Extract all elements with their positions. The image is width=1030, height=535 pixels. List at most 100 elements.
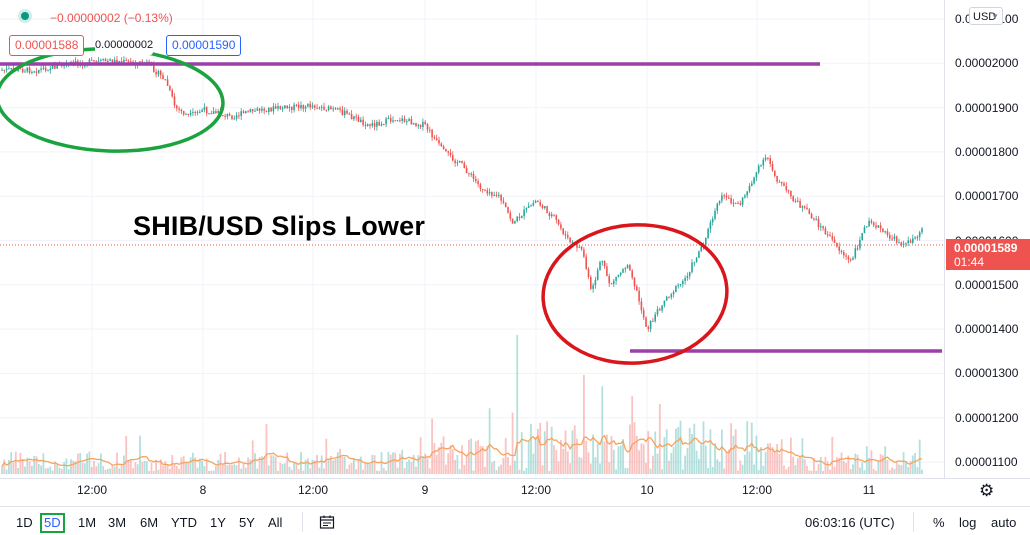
candle-body xyxy=(767,157,769,159)
volume-bar xyxy=(415,466,417,474)
candle-body xyxy=(339,108,341,110)
candle-body xyxy=(185,113,187,115)
candle-body xyxy=(475,178,477,182)
volume-bar xyxy=(270,455,272,474)
volume-bar xyxy=(888,470,891,474)
candle-body xyxy=(578,246,581,248)
candle-body xyxy=(879,225,882,229)
candle-body xyxy=(247,111,249,113)
candle-body xyxy=(472,173,475,179)
candle-body xyxy=(348,113,351,115)
percent-toggle[interactable]: % xyxy=(933,515,945,530)
volume-bar xyxy=(734,429,737,474)
volume-bar xyxy=(486,445,489,474)
volume-bar xyxy=(162,466,164,474)
candle-body xyxy=(622,269,624,273)
volume-bar xyxy=(261,456,263,474)
sell-button[interactable]: 0.00001588 xyxy=(9,35,85,56)
candle-body xyxy=(907,240,909,244)
volume-bar xyxy=(104,469,107,474)
auto-toggle[interactable]: auto xyxy=(991,515,1017,530)
last-price-value: 0.00001589 xyxy=(954,241,1018,255)
volume-bar xyxy=(198,458,201,474)
currency-selector[interactable]: USD ▼ xyxy=(969,7,1003,25)
timeframe-1m[interactable]: 1M xyxy=(78,515,97,530)
candle-body xyxy=(790,190,792,197)
candle-body xyxy=(652,320,654,322)
candle-body xyxy=(739,203,742,205)
volume-bar xyxy=(405,461,408,474)
timeframe-all[interactable]: All xyxy=(268,515,283,530)
candle-body xyxy=(714,210,716,219)
volume-bar xyxy=(371,454,374,474)
candle-body xyxy=(695,257,698,263)
volume-bar xyxy=(514,460,516,474)
timeframe-3m[interactable]: 3M xyxy=(108,515,127,530)
candle-body xyxy=(346,110,348,114)
volume-bar xyxy=(921,469,923,474)
volume-bar xyxy=(652,455,654,474)
candle-body xyxy=(426,124,429,130)
log-toggle[interactable]: log xyxy=(959,515,977,530)
volume-bar xyxy=(417,455,420,474)
candle-body xyxy=(325,109,328,111)
candle-body xyxy=(511,218,514,224)
volume-bar xyxy=(100,453,102,474)
volume-bar xyxy=(201,460,203,474)
buy-button[interactable]: 0.00001590 xyxy=(166,35,242,56)
volume-bar xyxy=(817,464,820,474)
toolbar-divider xyxy=(913,512,914,532)
candle-body xyxy=(872,222,875,226)
utc-clock[interactable]: 06:03:16 (UTC) xyxy=(805,515,895,530)
volume-bar xyxy=(769,443,772,474)
volume-bar xyxy=(205,458,208,474)
volume-bar xyxy=(136,464,139,474)
candle-body xyxy=(778,181,781,183)
candle-body xyxy=(755,172,758,178)
timeframe-5y[interactable]: 5Y xyxy=(239,515,255,530)
candle-body xyxy=(606,266,608,277)
timeframe-5d[interactable]: 5D xyxy=(40,513,65,533)
volume-bar xyxy=(587,452,590,474)
candle-body xyxy=(649,320,652,330)
volume-bar xyxy=(546,421,548,474)
volume-bar xyxy=(562,448,565,474)
timeframe-ytd[interactable]: YTD xyxy=(171,515,197,530)
candle-body xyxy=(555,215,558,220)
timeframe-1d[interactable]: 1D xyxy=(16,515,33,530)
volume-bar xyxy=(875,470,877,474)
volume-bar xyxy=(90,467,93,474)
candle-body xyxy=(429,129,431,131)
candle-body xyxy=(178,108,180,110)
candle-body xyxy=(242,111,245,114)
volume-bar xyxy=(106,468,109,474)
volume-bar xyxy=(125,435,128,474)
volume-bar xyxy=(783,465,785,474)
candle-body xyxy=(675,285,677,293)
candle-body xyxy=(562,228,564,235)
candle-body xyxy=(355,116,357,118)
candle-body xyxy=(679,284,682,286)
candle-body xyxy=(764,157,767,160)
volume-bar xyxy=(132,468,134,474)
candle-body xyxy=(477,181,479,185)
volume-bar xyxy=(610,436,613,474)
gear-icon[interactable]: ⚙ xyxy=(979,481,995,500)
candle-body xyxy=(688,272,691,277)
volume-bar xyxy=(311,459,314,474)
candle-body xyxy=(541,205,544,209)
volume-bar xyxy=(431,418,433,474)
volume-bar xyxy=(192,452,194,474)
candle-body xyxy=(389,118,392,122)
candle-body xyxy=(498,194,500,196)
volume-bar xyxy=(603,441,606,474)
candle-body xyxy=(486,190,489,194)
candle-body xyxy=(530,205,532,207)
volume-bar xyxy=(139,435,141,474)
volume-bar xyxy=(619,445,622,474)
candle-body xyxy=(263,108,265,111)
calendar-icon[interactable] xyxy=(319,514,335,533)
timeframe-6m[interactable]: 6M xyxy=(140,515,159,530)
timeframe-1y[interactable]: 1Y xyxy=(210,515,226,530)
